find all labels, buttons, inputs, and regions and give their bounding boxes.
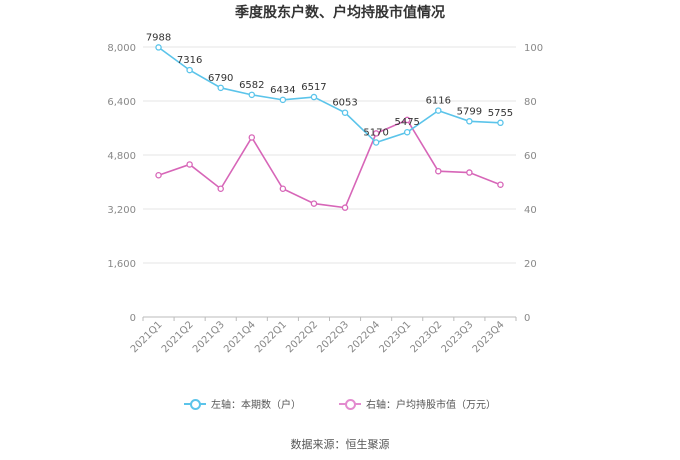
left-axis-tick-label: 8,000 bbox=[107, 43, 136, 54]
right-axis-tick-label: 40 bbox=[524, 205, 537, 216]
series-point-avg-holding-value bbox=[466, 169, 473, 176]
left-axis-tick-label: 1,600 bbox=[107, 259, 136, 270]
x-axis-tick-label: 2022Q2 bbox=[284, 319, 320, 355]
data-label-shareholders: 6434 bbox=[270, 85, 295, 96]
left-axis-tick-label: 4,800 bbox=[107, 151, 136, 162]
series-point-shareholders bbox=[279, 96, 287, 104]
legend-left-label: 左轴：本期数（户） bbox=[211, 400, 301, 411]
x-axis-tick-label: 2021Q2 bbox=[160, 319, 196, 355]
x-axis-tick-label: 2023Q1 bbox=[377, 319, 413, 355]
data-label-shareholders: 7316 bbox=[177, 55, 202, 66]
right-axis-tick-label: 20 bbox=[524, 259, 537, 270]
right-axis-tick-label: 0 bbox=[524, 313, 530, 324]
data-label-shareholders: 6517 bbox=[301, 82, 326, 93]
series-point-shareholders bbox=[217, 84, 224, 92]
legend-left-line-icon bbox=[184, 398, 206, 410]
series-point-avg-holding-value bbox=[310, 200, 318, 207]
x-axis-tick-label: 2021Q4 bbox=[222, 319, 258, 355]
x-axis-tick-label: 2021Q1 bbox=[129, 319, 165, 355]
series-point-shareholders bbox=[186, 66, 193, 74]
series-point-avg-holding-value bbox=[435, 167, 442, 175]
series-point-avg-holding-value bbox=[497, 181, 504, 188]
series-point-avg-holding-value bbox=[155, 171, 162, 179]
data-source: 数据来源：恒生聚源 bbox=[290, 438, 390, 451]
data-label-shareholders: 6116 bbox=[426, 96, 451, 107]
series-point-shareholders bbox=[435, 107, 442, 114]
x-axis-tick-label: 2022Q1 bbox=[253, 319, 289, 355]
data-label-shareholders: 5799 bbox=[457, 106, 482, 117]
data-label-shareholders: 5170 bbox=[363, 128, 388, 139]
data-label-shareholders: 6790 bbox=[208, 73, 233, 84]
series-point-avg-holding-value bbox=[372, 130, 380, 137]
series-line-shareholders bbox=[158, 46, 501, 144]
data-label-shareholders: 6582 bbox=[239, 80, 264, 91]
series-point-shareholders bbox=[155, 44, 162, 51]
series-point-avg-holding-value bbox=[248, 134, 256, 141]
legend-right-label: 右轴：户均持股市值（万元） bbox=[366, 400, 496, 411]
data-label-shareholders: 5755 bbox=[488, 108, 513, 119]
series-point-shareholders bbox=[403, 128, 411, 136]
legend-item-right[interactable]: 右轴：户均持股市值（万元） bbox=[339, 396, 496, 411]
series-point-shareholders bbox=[310, 93, 318, 101]
series-line-avg-holding-value bbox=[158, 118, 501, 209]
data-label-shareholders: 7988 bbox=[146, 32, 171, 43]
series-point-shareholders bbox=[372, 139, 380, 146]
x-axis-tick-label: 2021Q3 bbox=[191, 319, 227, 355]
left-axis-tick-label: 6,400 bbox=[107, 97, 136, 108]
right-axis-tick-label: 100 bbox=[524, 43, 543, 54]
legend-right-line-icon bbox=[339, 398, 361, 410]
left-axis-tick-label: 0 bbox=[130, 313, 136, 324]
series-point-avg-holding-value bbox=[403, 116, 411, 124]
data-label-shareholders: 5475 bbox=[394, 117, 419, 128]
series-point-shareholders bbox=[341, 109, 349, 116]
x-axis-tick-label: 2022Q3 bbox=[315, 319, 351, 355]
chart-legend: 左轴：本期数（户） 右轴：户均持股市值（万元） bbox=[0, 396, 680, 411]
series-point-avg-holding-value bbox=[217, 185, 224, 192]
data-label-shareholders: 6053 bbox=[332, 98, 357, 109]
x-axis-tick-label: 2023Q2 bbox=[409, 319, 445, 355]
x-axis-tick-label: 2023Q3 bbox=[440, 319, 476, 355]
series-point-shareholders bbox=[497, 119, 504, 127]
chart-title: 季度股东户数、户均持股市值情况 bbox=[235, 5, 445, 21]
left-axis-tick-label: 3,200 bbox=[107, 205, 136, 216]
series-point-avg-holding-value bbox=[341, 204, 349, 211]
right-axis-tick-label: 80 bbox=[524, 97, 537, 108]
legend-item-left[interactable]: 左轴：本期数（户） bbox=[184, 396, 301, 411]
series-point-shareholders bbox=[248, 91, 256, 99]
series-point-avg-holding-value bbox=[186, 161, 193, 168]
series-point-shareholders bbox=[466, 118, 473, 125]
right-axis-tick-label: 60 bbox=[524, 151, 537, 162]
series-point-avg-holding-value bbox=[279, 185, 287, 192]
x-axis-tick-label: 2022Q4 bbox=[346, 319, 382, 355]
x-axis-tick-label: 2023Q4 bbox=[471, 319, 507, 355]
